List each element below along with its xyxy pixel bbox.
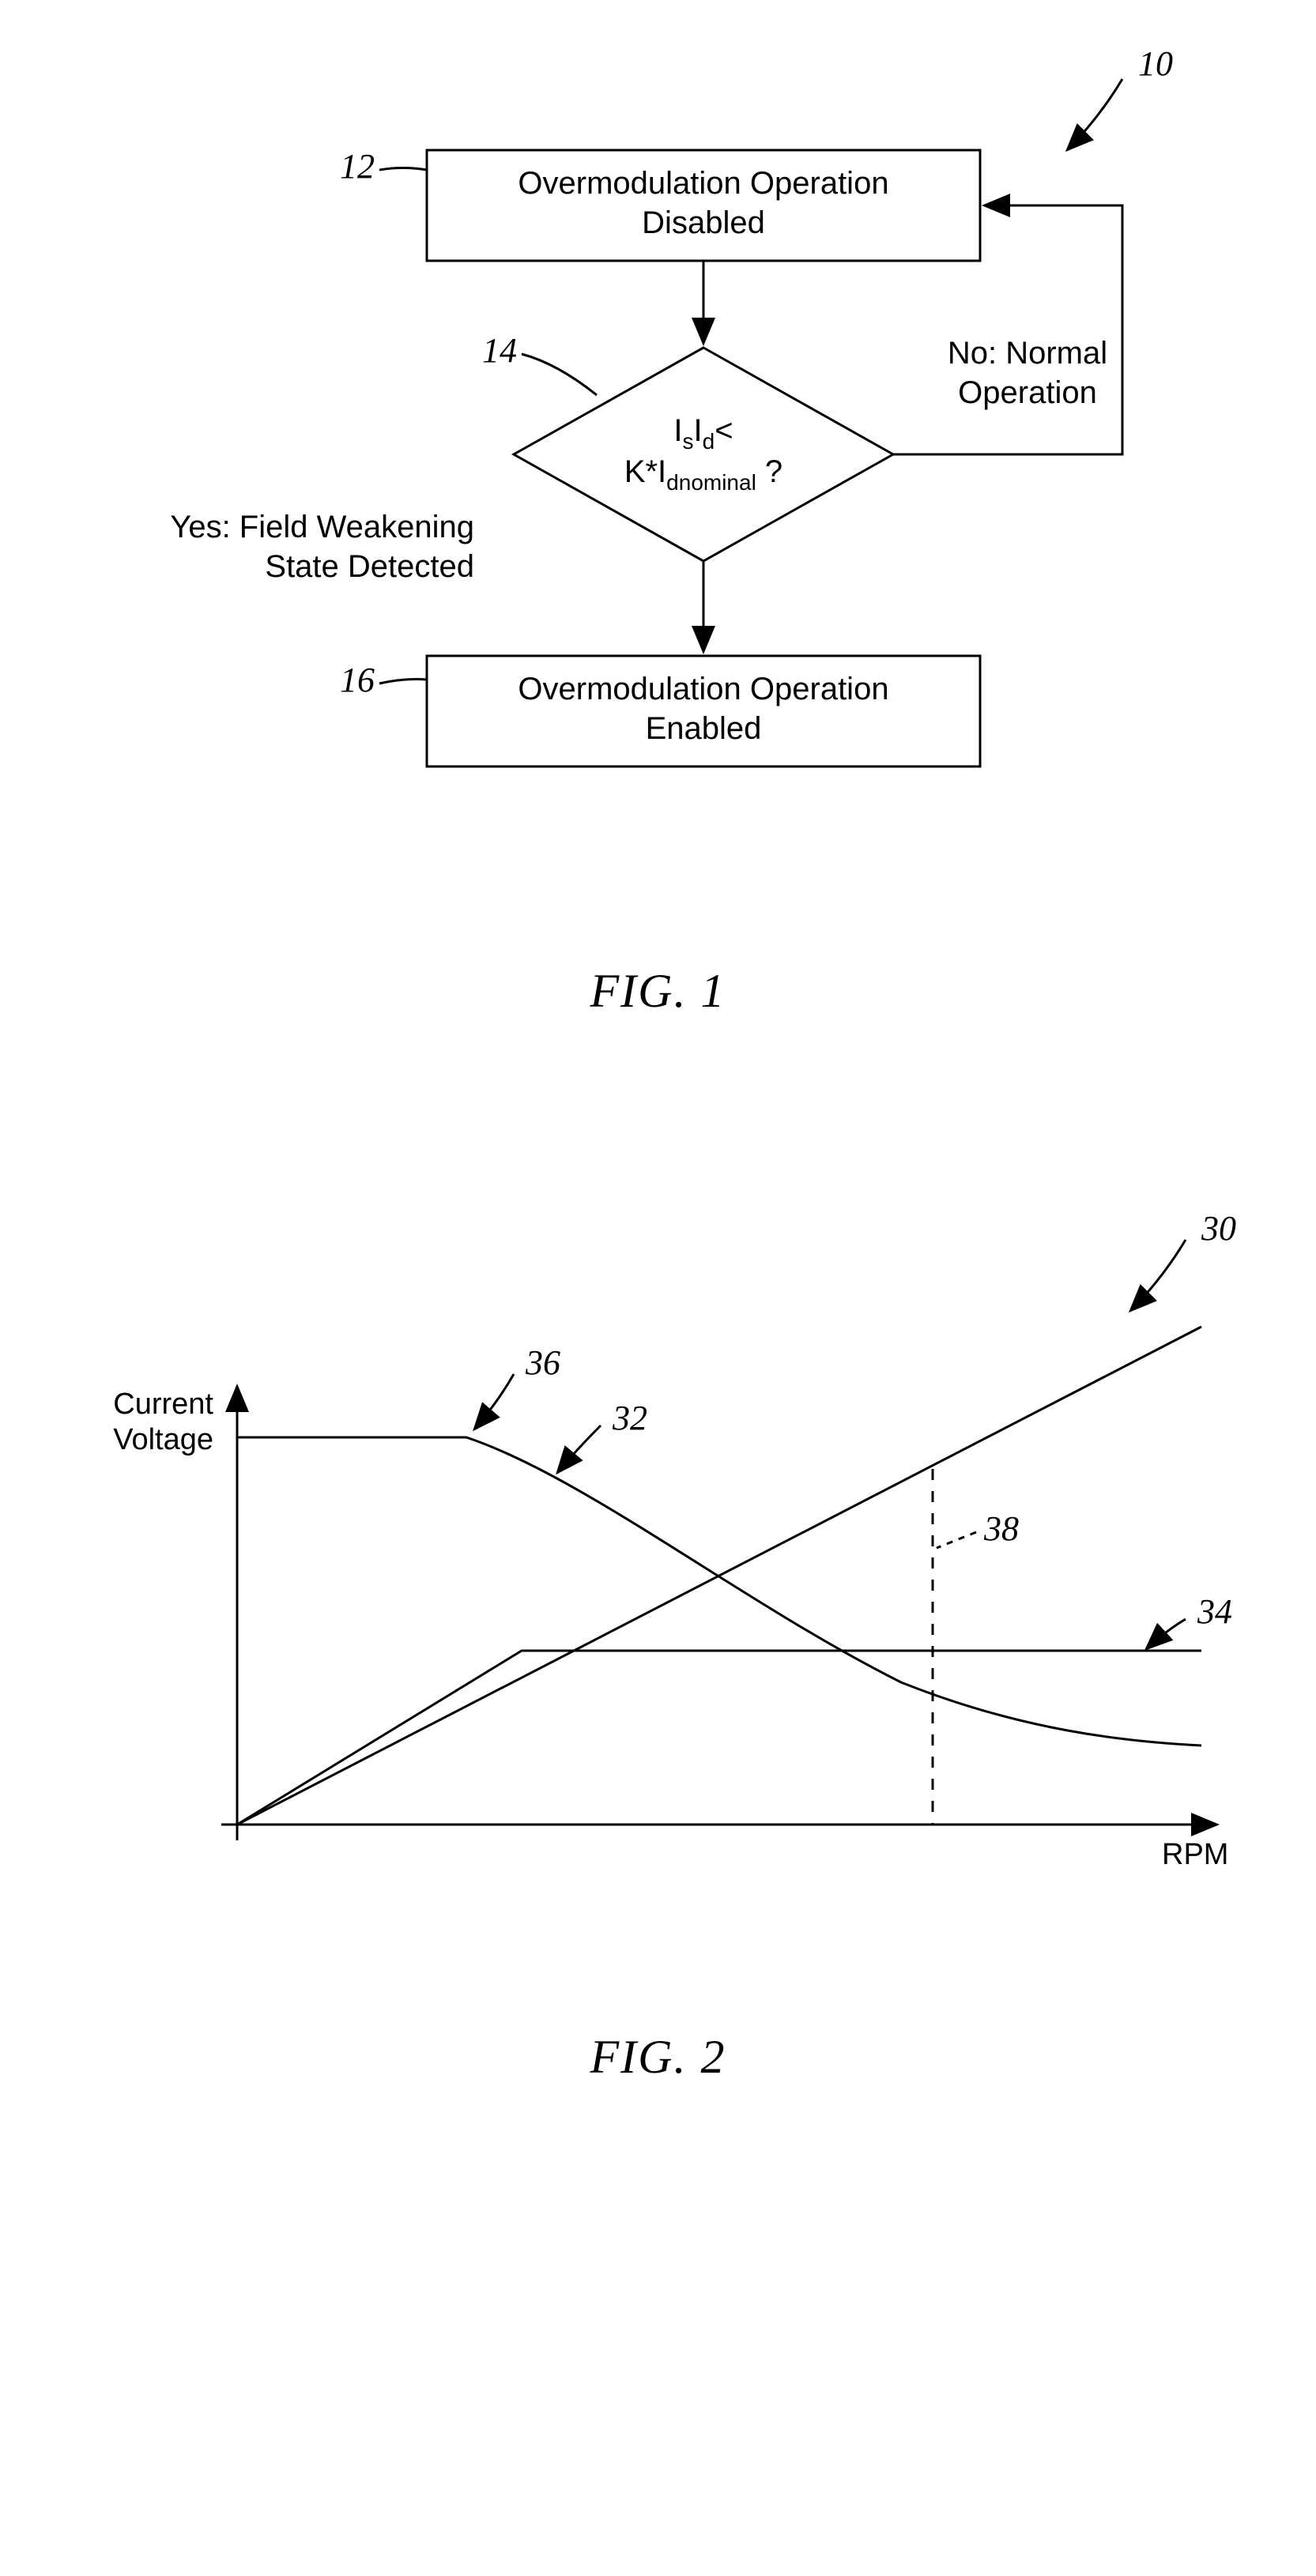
fig2-svg: 30 Current Voltage RPM 36 32 38 34 [32, 1177, 1316, 1967]
ref14-leader [522, 354, 597, 395]
no-path [893, 205, 1122, 454]
box-enabled-line2: Enabled [646, 711, 762, 746]
ref-36: 36 [525, 1343, 560, 1382]
fig1-caption: FIG. 1 [32, 964, 1284, 1019]
yes-line2: State Detected [265, 549, 474, 584]
ref-30: 30 [1201, 1209, 1236, 1248]
fig1-svg: 10 Overmodulation Operation Disabled 12 … [32, 32, 1316, 901]
box-disabled-line2: Disabled [642, 205, 765, 240]
fig2-caption: FIG. 2 [32, 2030, 1284, 2085]
figure-2: 30 Current Voltage RPM 36 32 38 34 FIG. … [32, 1177, 1284, 2085]
ref34-leader [1146, 1619, 1186, 1649]
no-line1: No: Normal [948, 336, 1107, 371]
ref30-leader [1130, 1240, 1186, 1311]
ylabel-1: Current [113, 1388, 213, 1421]
ref38-leader [937, 1532, 976, 1548]
ref36-leader [474, 1374, 514, 1429]
decision-diamond [514, 348, 893, 561]
ref-38: 38 [983, 1509, 1019, 1548]
no-line2: Operation [958, 375, 1097, 410]
box-enabled-line1: Overmodulation Operation [518, 672, 888, 706]
curve-34 [237, 1651, 1201, 1825]
xlabel: RPM [1162, 1838, 1228, 1871]
ref-34: 34 [1197, 1592, 1232, 1631]
ref16-leader [379, 680, 427, 684]
ref10-leader [1067, 79, 1122, 150]
yes-line1: Yes: Field Weakening [170, 510, 474, 544]
ylabel-2: Voltage [113, 1423, 213, 1456]
decision-line2: K*Idnominal ? [624, 454, 782, 495]
ref-32: 32 [612, 1399, 647, 1437]
decision-line1: IsId< [673, 413, 733, 454]
ref-10: 10 [1138, 44, 1173, 83]
ref-14: 14 [482, 331, 517, 370]
ref32-leader [557, 1425, 601, 1473]
curve-32 [237, 1437, 1201, 1746]
ref-12: 12 [340, 147, 375, 186]
figure-1: 10 Overmodulation Operation Disabled 12 … [32, 32, 1284, 1019]
ref-16: 16 [340, 661, 375, 699]
box-disabled-line1: Overmodulation Operation [518, 166, 888, 201]
ref12-leader [379, 168, 427, 171]
